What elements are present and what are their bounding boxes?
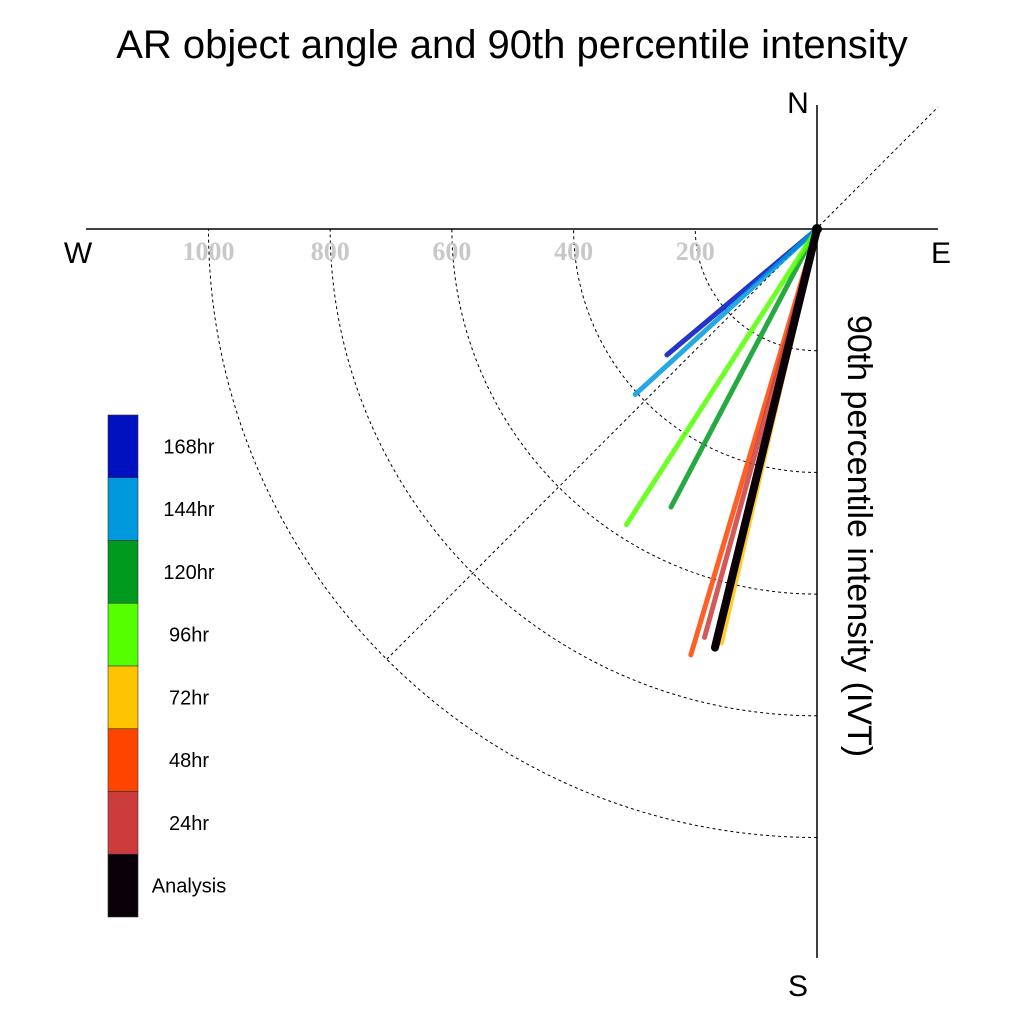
grid-arc-800 — [329, 228, 818, 717]
legend-swatch-96hr — [107, 602, 139, 667]
legend-swatch-144hr — [107, 477, 139, 541]
tick-label-600: 600 — [432, 237, 471, 266]
legend-label-24hr: 24hr — [169, 813, 209, 835]
chart-title: AR object angle and 90th percentile inte… — [116, 23, 908, 67]
legend-label-120hr: 120hr — [163, 562, 214, 584]
tick-label-400: 400 — [554, 237, 593, 266]
legend-label-72hr: 72hr — [169, 687, 209, 709]
radial-tick-labels: 200 400 600 800 1000 — [183, 237, 715, 266]
radial-axis-label: 90th percentile intensity (IVT) — [840, 315, 878, 757]
origin-point — [812, 224, 822, 234]
vector-144hr-0 — [632, 226, 820, 397]
compass-south-label: S — [788, 970, 808, 1003]
compass-east-label: E — [931, 237, 951, 270]
vectors — [623, 224, 822, 658]
legend-swatch-168hr — [107, 414, 139, 479]
legend-swatch-48hr — [107, 728, 139, 792]
vector-120hr-0 — [668, 226, 820, 510]
legend-label-144hr: 144hr — [163, 499, 214, 521]
legend-swatch-120hr — [107, 540, 139, 604]
legend-label-96hr: 96hr — [169, 625, 209, 647]
vector-analysis-0 — [710, 225, 821, 652]
legend-label-48hr: 48hr — [169, 750, 209, 772]
vector-96hr-0 — [623, 226, 820, 528]
compass-west-label: W — [64, 237, 93, 270]
legend: 168hr 144hr 120hr 96hr 72hr 48hr 24hr Analysis — [107, 414, 226, 918]
tick-label-1000: 1000 — [183, 237, 235, 266]
compass-north-label: N — [787, 87, 809, 120]
grid-arc-1000 — [208, 228, 818, 838]
grid — [208, 106, 939, 838]
legend-label-168hr: 168hr — [163, 436, 214, 458]
legend-swatch-24hr — [107, 791, 139, 855]
grid-diagonal — [386, 106, 939, 660]
legend-label-analysis: Analysis — [152, 876, 226, 898]
legend-swatch-72hr — [107, 665, 139, 730]
tick-label-200: 200 — [676, 237, 715, 266]
tick-label-800: 800 — [311, 237, 350, 266]
legend-swatch-analysis — [107, 853, 139, 918]
